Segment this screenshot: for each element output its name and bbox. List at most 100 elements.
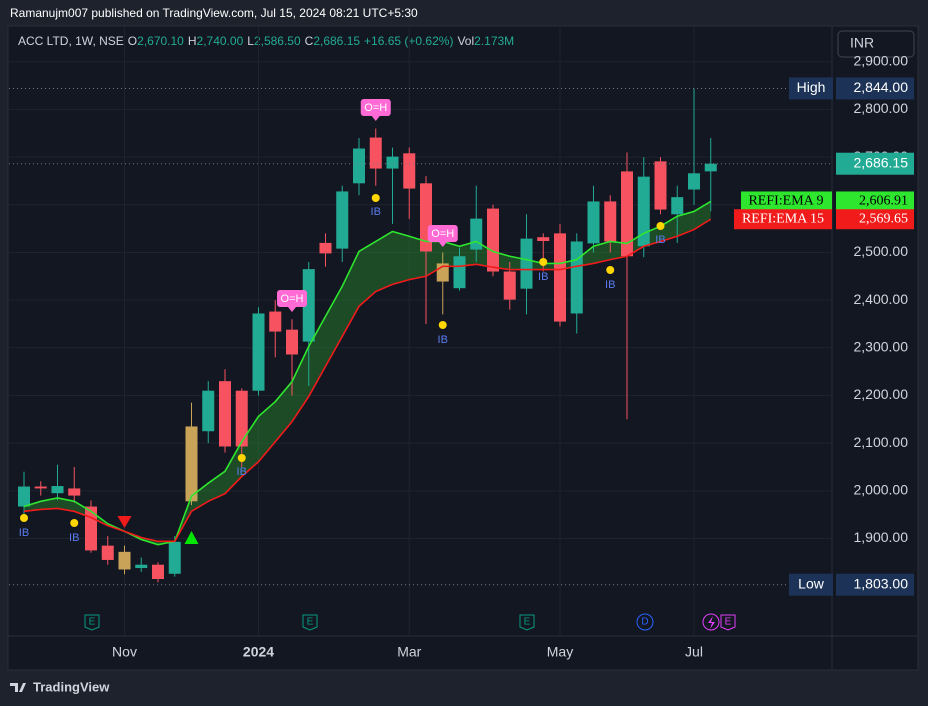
- y-tick-label: 1,900.00: [854, 529, 909, 545]
- y-tick-label: 2,100.00: [854, 434, 909, 450]
- price-tag: [836, 77, 914, 100]
- candle-body: [621, 171, 633, 257]
- ib-label: IB: [19, 527, 29, 539]
- candle-body: [704, 163, 717, 172]
- ema-tag: [836, 209, 914, 230]
- field-value: 2,686.15: [313, 34, 360, 48]
- price-tag-value: 2,844.00: [854, 79, 909, 95]
- field-value: 2,670.10: [137, 34, 184, 48]
- x-tick-label: 2024: [243, 644, 274, 660]
- candle-body: [587, 201, 600, 244]
- legend: ACC LTD, 1W, NSE O 2,670.10 H 2,740.00 L 2,586…: [18, 34, 514, 48]
- event-icon: [302, 614, 318, 631]
- candle-body: [570, 241, 583, 314]
- price-tag: [836, 573, 914, 596]
- candle-body: [319, 242, 332, 254]
- candle-body: [688, 173, 700, 190]
- field-value: 2,586.50: [254, 34, 301, 48]
- ib-dot: [70, 519, 79, 527]
- candle-body: [353, 148, 365, 184]
- currency-button[interactable]: [837, 30, 915, 58]
- y-tick-label: 2,500.00: [854, 243, 909, 259]
- candle-body: [554, 233, 566, 322]
- candle-body: [604, 201, 617, 242]
- lightning: [708, 616, 715, 629]
- candle-body: [269, 311, 282, 332]
- volume: 2.173M: [474, 34, 514, 48]
- candle-body: [101, 545, 114, 560]
- ib-label: IB: [371, 206, 381, 218]
- price-tag-name: High: [797, 79, 826, 95]
- event-label: D: [641, 617, 648, 628]
- event-label: E: [307, 617, 314, 628]
- oh-pointer: [288, 307, 296, 312]
- candle-body: [168, 541, 181, 574]
- oh-label: O=H: [431, 228, 454, 240]
- candle-body: [286, 329, 298, 355]
- x-tick-label: May: [547, 644, 573, 660]
- currency[interactable]: INR: [850, 35, 874, 51]
- oh-label: O=H: [281, 293, 304, 305]
- ib-label: IB: [237, 466, 247, 478]
- x-tick-label: Mar: [397, 644, 421, 660]
- candle-body: [68, 488, 81, 496]
- candle-body: [503, 271, 516, 300]
- ib-dot: [539, 258, 548, 266]
- event-label: E: [725, 617, 732, 628]
- y-tick-label: 2,900.00: [854, 52, 909, 68]
- event-icon: [84, 614, 100, 631]
- dividend-icon: [702, 613, 720, 631]
- ema-tag: [836, 191, 914, 212]
- candle-body: [135, 564, 148, 569]
- price-tag-name: Low: [798, 575, 825, 591]
- ema-tag-name-box: [741, 191, 832, 212]
- y-tick-label: 2,000.00: [854, 482, 909, 498]
- candle-body: [470, 218, 483, 250]
- candle-body: [202, 390, 215, 432]
- candle-body: [336, 191, 349, 249]
- candle-body: [302, 269, 315, 342]
- sell-triangle: [117, 516, 132, 528]
- oh-label: O=H: [364, 102, 387, 114]
- event-label: E: [89, 617, 96, 628]
- ema-line: [23, 200, 712, 546]
- ib-dot: [371, 194, 380, 202]
- candle-body: [51, 486, 64, 494]
- y-tick-label: 2,300.00: [854, 338, 909, 354]
- ib-dot: [606, 266, 615, 274]
- field-label: C: [305, 34, 314, 48]
- volume-label: Vol: [457, 34, 474, 48]
- ib-label: IB: [69, 532, 79, 544]
- y-tick-label: 2,800.00: [854, 100, 909, 116]
- oh-box: [427, 225, 458, 242]
- field-label: O: [128, 34, 137, 48]
- candle-body: [369, 137, 382, 169]
- candle-body: [520, 238, 533, 289]
- ema-tag-name: REFI:EMA 15: [742, 211, 824, 226]
- candle-body: [487, 208, 499, 272]
- candle-body: [219, 381, 231, 447]
- candle-body: [671, 197, 684, 215]
- event-icon: [636, 613, 654, 631]
- ib-dot: [656, 222, 665, 230]
- field-label: L: [247, 34, 254, 48]
- candle-body: [637, 176, 650, 247]
- ema-line: [23, 218, 712, 543]
- candle-body: [453, 256, 466, 289]
- ib-dot: [438, 321, 447, 329]
- brand: TradingView: [33, 679, 110, 694]
- x-tick-label: Nov: [112, 644, 137, 660]
- candle-body: [537, 237, 550, 242]
- ib-dot: [237, 454, 246, 462]
- y-tick-label: 2,400.00: [854, 291, 909, 307]
- oh-pointer: [438, 242, 447, 247]
- x-tick-label: Jul: [685, 644, 703, 660]
- candle-body: [118, 551, 131, 570]
- event-label: E: [524, 617, 531, 628]
- brand-logo: [10, 683, 26, 692]
- candle-body: [403, 153, 416, 189]
- field-value: 2,740.00: [197, 34, 244, 48]
- candle-body: [235, 390, 248, 447]
- price-tag-value: 2,686.15: [854, 154, 909, 170]
